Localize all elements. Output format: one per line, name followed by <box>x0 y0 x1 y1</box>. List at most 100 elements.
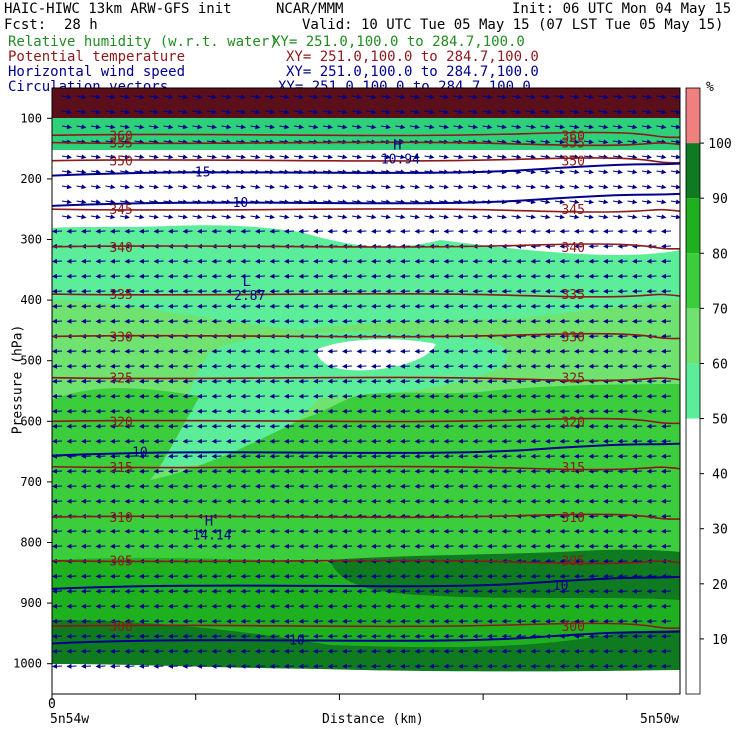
circulation-vector <box>516 588 527 594</box>
circulation-vector <box>458 363 469 369</box>
circulation-vector <box>530 468 541 474</box>
colorbar-bin <box>686 308 700 364</box>
circulation-vector <box>226 573 237 579</box>
y-tick-label: 1000 <box>13 657 42 671</box>
circulation-vector <box>168 453 179 459</box>
circulation-vector <box>559 318 570 324</box>
circulation-vector <box>293 124 304 130</box>
circulation-vector <box>139 498 150 504</box>
circulation-vector <box>110 483 121 489</box>
colorbar-bin <box>686 143 700 199</box>
circulation-vector <box>443 453 454 459</box>
circulation-vector <box>124 228 135 234</box>
circulation-vector <box>530 603 541 609</box>
circulation-vector <box>313 288 324 294</box>
circulation-vector <box>429 363 440 369</box>
circulation-vector <box>124 663 135 669</box>
circulation-vector <box>559 528 570 534</box>
circulation-vector <box>95 303 106 309</box>
circulation-vector <box>424 124 435 130</box>
circulation-vector <box>530 648 541 654</box>
circulation-vector <box>76 124 87 130</box>
circulation-vector <box>424 214 435 220</box>
circulation-vector <box>269 363 280 369</box>
circulation-vector <box>646 603 657 609</box>
circulation-vector <box>530 408 541 414</box>
circulation-vector <box>400 603 411 609</box>
theta-contour-label: 310 <box>109 511 132 526</box>
circulation-vector <box>443 303 454 309</box>
circulation-vector <box>438 124 449 130</box>
colorbar-bin <box>686 198 700 254</box>
circulation-vector <box>603 273 614 279</box>
circulation-vector <box>264 184 275 190</box>
circulation-vector <box>472 228 483 234</box>
circulation-vector <box>656 94 667 100</box>
circulation-vector <box>105 169 116 175</box>
circulation-vector <box>197 303 208 309</box>
circulation-vector <box>588 468 599 474</box>
circulation-vector <box>371 618 382 624</box>
circulation-vector <box>530 273 541 279</box>
theta-contour-label: 305 <box>561 555 584 570</box>
circulation-vector <box>298 588 309 594</box>
circulation-vector <box>385 378 396 384</box>
circulation-vector <box>119 94 130 100</box>
circulation-vector <box>511 124 522 130</box>
circulation-vector <box>656 184 667 190</box>
circulation-vector <box>356 258 367 264</box>
circulation-vector <box>429 663 440 669</box>
circulation-vector <box>105 139 116 145</box>
y-tick-label: 500 <box>20 354 42 368</box>
circulation-vector <box>617 663 628 669</box>
circulation-vector <box>400 348 411 354</box>
circulation-vector <box>76 154 87 160</box>
circulation-vector <box>327 528 338 534</box>
circulation-vector <box>487 438 498 444</box>
circulation-vector <box>153 528 164 534</box>
circulation-vector <box>617 618 628 624</box>
circulation-vector <box>313 423 324 429</box>
circulation-vector <box>467 124 478 130</box>
circulation-vector <box>211 483 222 489</box>
circulation-vector <box>641 199 652 205</box>
circulation-vector <box>617 438 628 444</box>
circulation-vector <box>540 169 551 175</box>
circulation-vector <box>559 618 570 624</box>
circulation-vector <box>52 468 63 474</box>
circulation-vector <box>356 363 367 369</box>
theta-contour-label: 330 <box>561 330 584 345</box>
circulation-vector <box>81 468 92 474</box>
circulation-vector <box>641 109 652 115</box>
circulation-vector <box>66 483 77 489</box>
circulation-vector <box>487 273 498 279</box>
circulation-vector <box>124 288 135 294</box>
circulation-vector <box>81 258 92 264</box>
circulation-vector <box>322 109 333 115</box>
circulation-vector <box>269 603 280 609</box>
circulation-vector <box>588 648 599 654</box>
circulation-vector <box>429 438 440 444</box>
circulation-vector <box>400 273 411 279</box>
circulation-vector <box>322 184 333 190</box>
theta-contour-label: 305 <box>109 555 132 570</box>
circulation-vector <box>530 288 541 294</box>
circulation-vector <box>211 303 222 309</box>
circulation-vector <box>124 273 135 279</box>
circulation-vector <box>395 154 406 160</box>
circulation-vector <box>559 333 570 339</box>
circulation-vector <box>119 214 130 220</box>
circulation-vector <box>540 199 551 205</box>
circulation-vector <box>342 348 353 354</box>
circulation-vector <box>646 303 657 309</box>
circulation-vector <box>443 273 454 279</box>
circulation-vector <box>617 633 628 639</box>
circulation-vector <box>603 243 614 249</box>
circulation-vector <box>574 558 585 564</box>
circulation-vector <box>139 258 150 264</box>
circulation-vector <box>612 109 623 115</box>
circulation-vector <box>124 483 135 489</box>
circulation-vector <box>206 109 217 115</box>
circulation-vector <box>540 94 551 100</box>
